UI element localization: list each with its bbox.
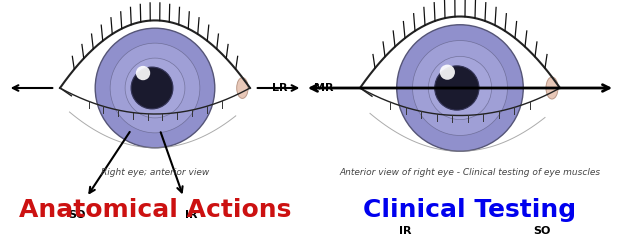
Text: LR: LR <box>272 83 288 93</box>
Circle shape <box>435 66 479 110</box>
Circle shape <box>125 58 185 118</box>
Circle shape <box>397 25 524 151</box>
Circle shape <box>412 41 507 135</box>
Text: MR: MR <box>314 83 334 93</box>
Circle shape <box>110 43 200 133</box>
Text: Clinical Testing: Clinical Testing <box>363 198 576 222</box>
Circle shape <box>428 56 492 120</box>
Text: Right eye; anterior view: Right eye; anterior view <box>101 168 209 177</box>
Text: SO: SO <box>533 226 551 236</box>
Circle shape <box>95 28 215 148</box>
Polygon shape <box>60 20 250 114</box>
Polygon shape <box>360 17 560 115</box>
Text: Anatomical Actions: Anatomical Actions <box>19 198 291 222</box>
Text: IR: IR <box>185 210 197 220</box>
Circle shape <box>131 67 173 109</box>
Text: SO: SO <box>68 210 86 220</box>
Text: Anterior view of right eye - Clinical testing of eye muscles: Anterior view of right eye - Clinical te… <box>340 168 601 177</box>
Circle shape <box>440 65 455 80</box>
Circle shape <box>136 66 150 80</box>
Ellipse shape <box>546 77 558 99</box>
Ellipse shape <box>237 78 248 98</box>
Text: IR: IR <box>399 226 411 236</box>
